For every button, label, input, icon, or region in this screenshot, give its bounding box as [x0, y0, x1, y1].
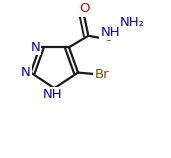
Text: N: N: [21, 66, 31, 79]
Text: N: N: [31, 41, 40, 54]
Text: NH: NH: [100, 26, 120, 39]
Text: O: O: [79, 3, 89, 15]
Text: NH: NH: [43, 88, 63, 101]
Text: Br: Br: [94, 68, 109, 81]
Text: NH₂: NH₂: [120, 15, 145, 28]
